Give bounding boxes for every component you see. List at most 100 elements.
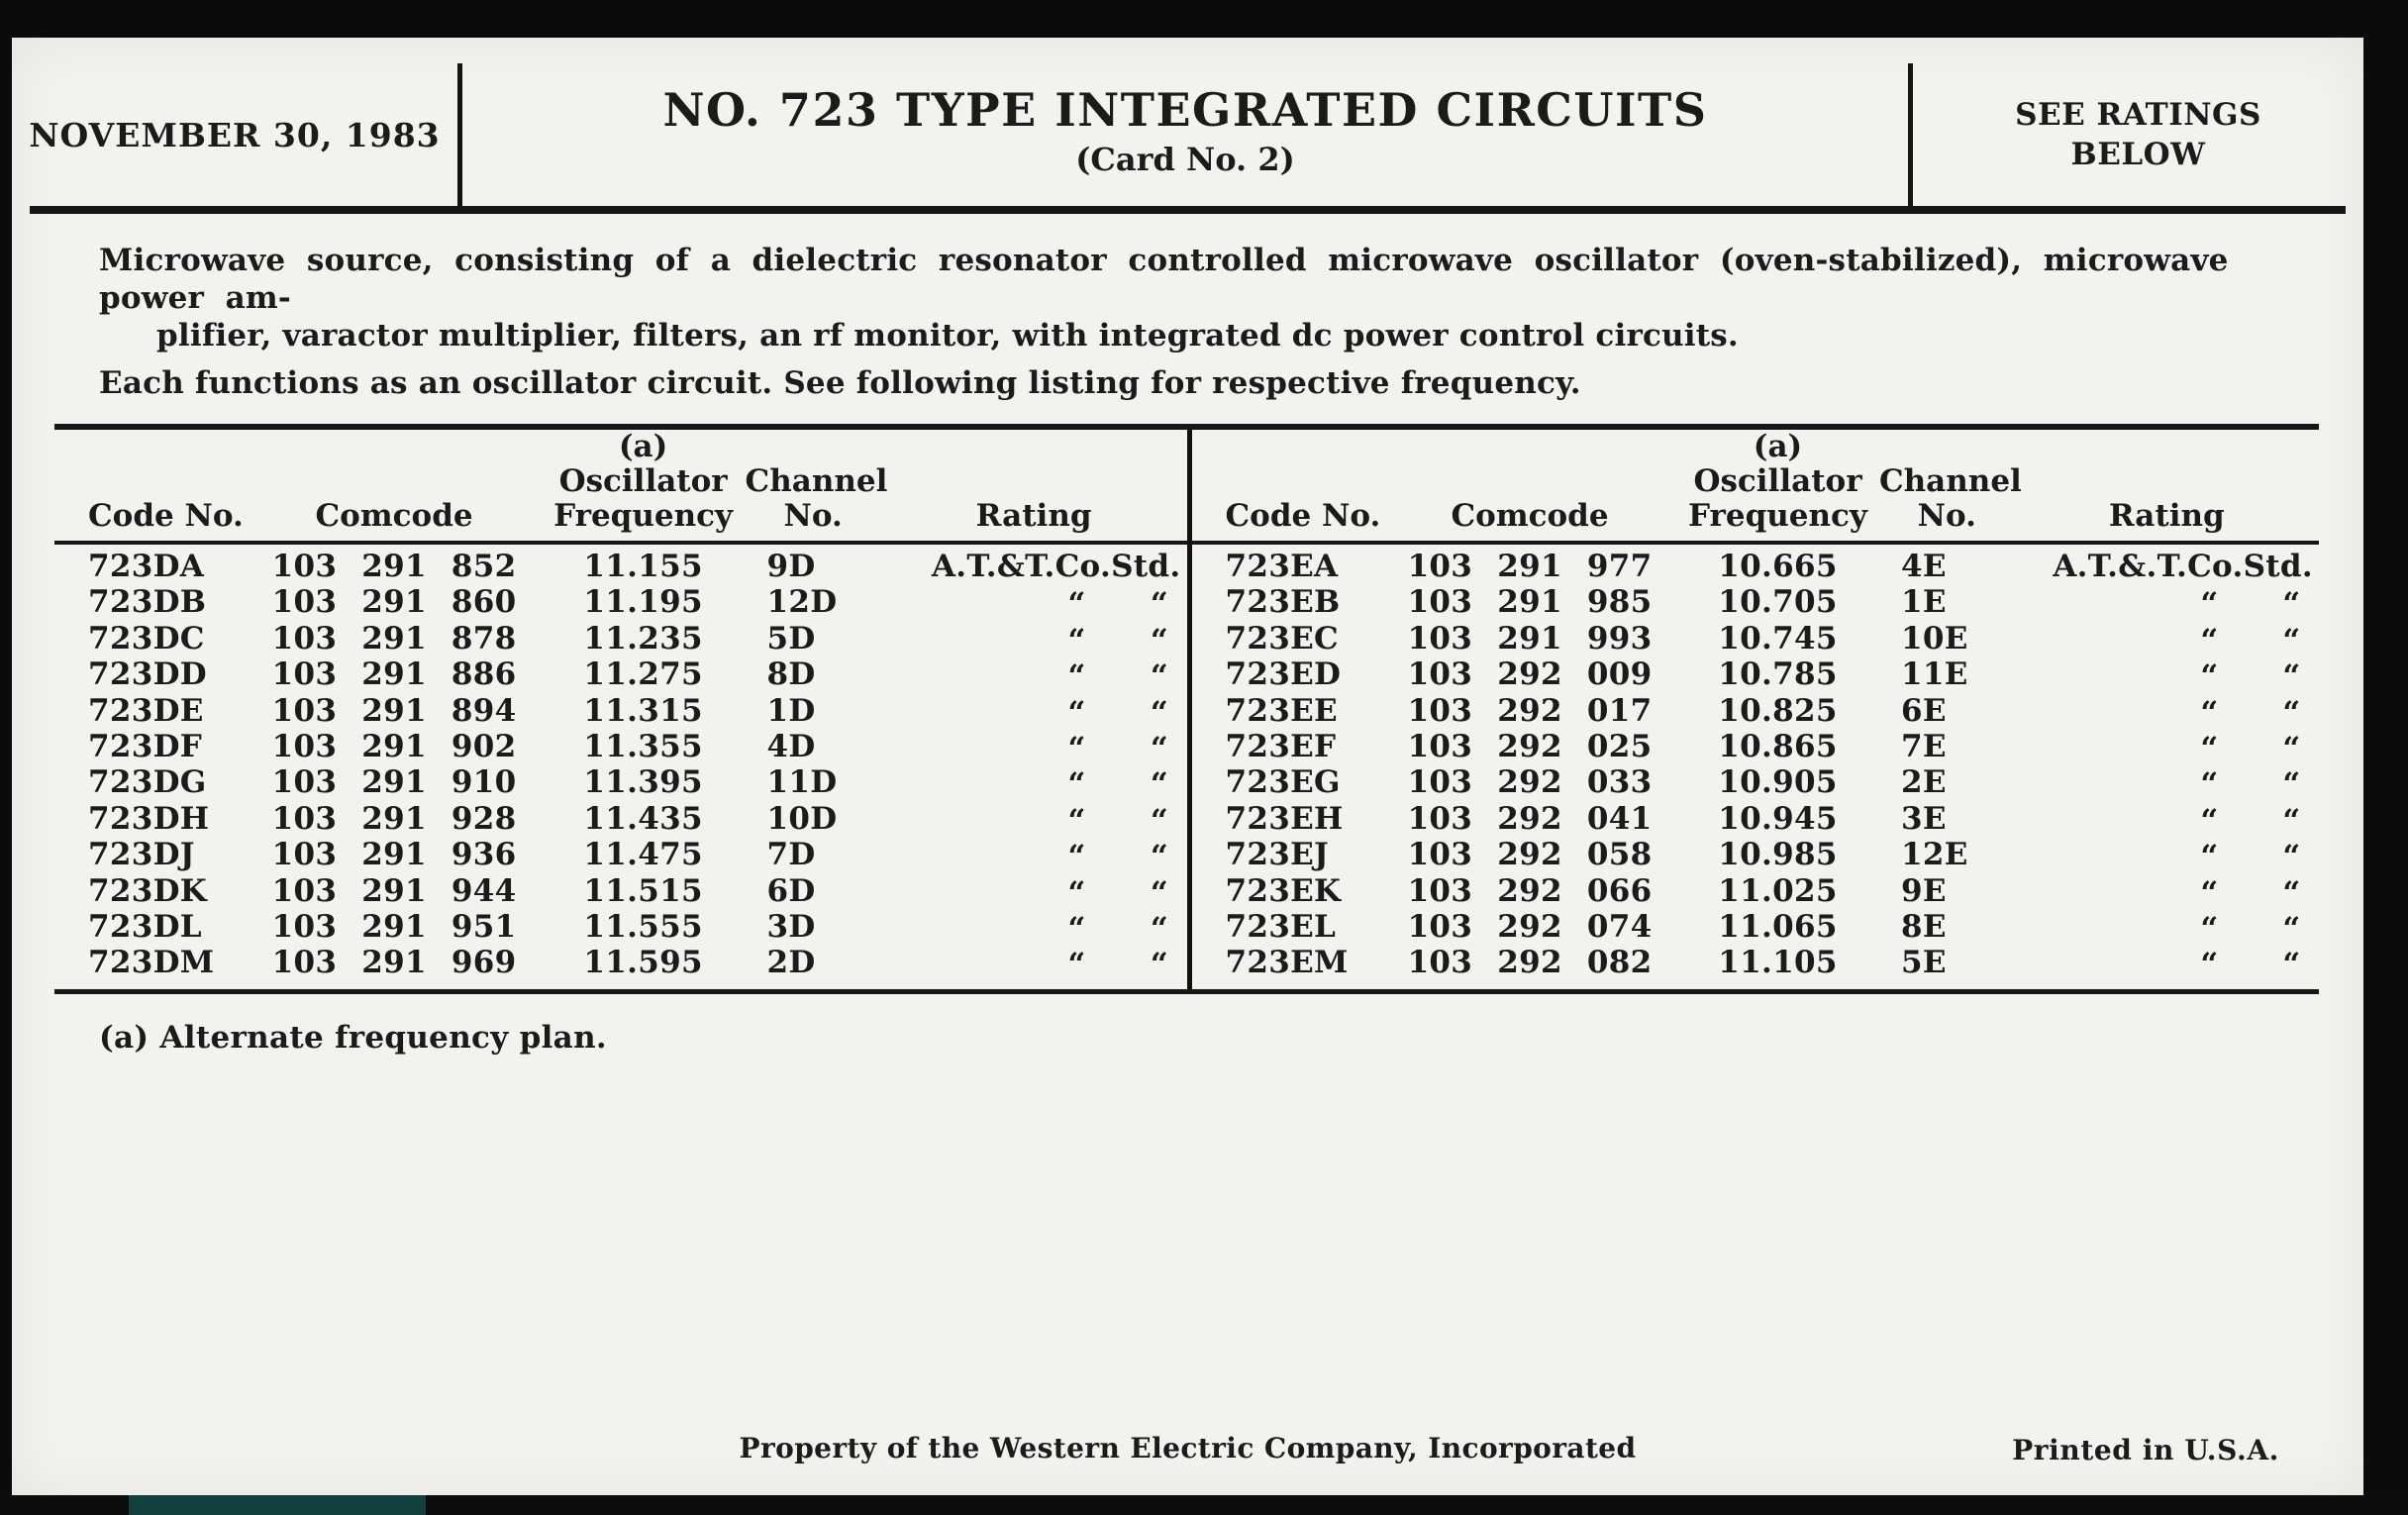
comcode-cell: 103 292 082: [1407, 945, 1653, 981]
channel-no-cell: 1E: [1900, 584, 1947, 621]
oscillator-frequency-cell: 10.945: [1718, 800, 1838, 837]
oscillator-frequency-cell: 10.705: [1718, 584, 1838, 621]
code-no-cell: 723DJ: [88, 837, 195, 873]
rating-cell: ““: [881, 621, 1187, 658]
code-no-cell: 723DH: [88, 800, 210, 837]
comcode-cell: 103 291 860: [271, 584, 517, 621]
description: Microwave source, consisting of a dielec…: [99, 242, 2269, 402]
scan-artifact: [129, 1495, 426, 1515]
ditto-mark: “: [1067, 658, 1086, 695]
comcode-cell: 103 292 041: [1407, 800, 1653, 837]
ditto-mark: “: [2200, 802, 2219, 839]
oscillator-frequency-cell: 10.665: [1718, 549, 1838, 584]
ratings-note-line2: BELOW: [2070, 137, 2206, 172]
ratings-note: SEE RATINGS BELOW: [1908, 63, 2363, 206]
footnote: (a) Alternate frequency plan.: [99, 1019, 607, 1056]
table-row: 723EK 103 292 066 11.025 9E ““: [1192, 872, 2320, 911]
channel-no-cell: 9E: [1900, 872, 1947, 909]
table-row: 723DE 103 291 894 11.315 1D ““: [54, 692, 1187, 731]
ditto-mark: “: [2200, 766, 2219, 803]
table-row: 723EA 103 291 977 10.665 4E A.T.&.T.Co.S…: [1192, 549, 2320, 584]
ditto-mark: “: [2200, 730, 2219, 766]
oscillator-frequency-cell: 10.785: [1718, 656, 1838, 693]
col-header-channel: Channel No.: [745, 463, 888, 542]
rating-cell: A.T.&T.Co.Std.: [881, 549, 1187, 584]
code-no-cell: 723EE: [1225, 692, 1338, 729]
col-header-frequency-note: (a): [618, 429, 668, 464]
col-header-channel-line1: Channel: [745, 463, 888, 499]
code-no-cell: 723DC: [88, 620, 205, 656]
oscillator-frequency-cell: 11.065: [1718, 908, 1838, 945]
rating-cell: ““: [881, 837, 1187, 875]
col-header-frequency-line2: Frequency: [1688, 498, 1867, 534]
comcode-cell: 103 291 852: [271, 549, 517, 584]
table-row: 723DJ 103 291 936 11.475 7D ““: [54, 837, 1187, 875]
code-no-cell: 723DL: [88, 908, 202, 945]
col-header-channel-line2: No.: [783, 498, 843, 534]
table-bottom-rule: [54, 988, 2319, 994]
table-right-header: Code No. Comcode (a) Oscillator Frequenc…: [1192, 430, 2320, 541]
col-header-frequency: (a) Oscillator Frequency: [1676, 430, 1879, 542]
code-no-cell: 723DF: [88, 728, 203, 764]
rating-cell: ““: [881, 945, 1187, 983]
footer-property-text: Property of the Western Electric Company…: [739, 1432, 1637, 1464]
oscillator-frequency-cell: 11.595: [583, 945, 703, 981]
ditto-mark: “: [2282, 839, 2301, 875]
comcode-cell: 103 291 910: [271, 764, 517, 801]
comcode-cell: 103 291 928: [271, 800, 517, 837]
ditto-mark: “: [2282, 622, 2301, 658]
code-no-cell: 723DB: [88, 584, 207, 621]
oscillator-frequency-cell: 11.025: [1718, 872, 1838, 909]
channel-no-cell: 8D: [766, 656, 816, 693]
ditto-mark: “: [2282, 694, 2301, 731]
ditto-mark: “: [1067, 766, 1086, 803]
ratings-note-line1: SEE RATINGS: [2015, 96, 2261, 133]
ditto-mark: “: [2200, 839, 2219, 875]
ditto-mark: “: [2200, 947, 2219, 983]
comcode-cell: 103 291 894: [271, 692, 517, 729]
rating-cell: ““: [881, 729, 1187, 766]
channel-no-cell: 4D: [766, 728, 816, 764]
ditto-mark: “: [2282, 766, 2301, 803]
code-no-cell: 723DK: [88, 872, 208, 909]
ditto-mark: “: [1150, 839, 1168, 875]
oscillator-frequency-cell: 11.475: [583, 837, 703, 873]
rating-cell: ““: [881, 584, 1187, 622]
oscillator-frequency-cell: 11.195: [583, 584, 703, 621]
description-line: Microwave source, consisting of a dielec…: [99, 243, 2229, 316]
ditto-mark: “: [2200, 910, 2219, 947]
table-row: 723EB 103 291 985 10.705 1E ““: [1192, 584, 2320, 622]
oscillator-frequency-cell: 10.985: [1718, 837, 1838, 873]
rating-cell: ““: [881, 693, 1187, 731]
header-date-cell: NOVEMBER 30, 1983: [12, 63, 462, 206]
table-row: 723DK 103 291 944 11.515 6D ““: [54, 872, 1187, 911]
code-no-cell: 723EK: [1225, 872, 1342, 909]
col-header-frequency-line1: Oscillator: [1693, 463, 1862, 499]
ditto-mark: “: [1150, 694, 1168, 731]
document-card: NOVEMBER 30, 1983 NO. 723 TYPE INTEGRATE…: [12, 38, 2363, 1497]
col-header-channel-line1: Channel: [1878, 463, 2022, 499]
card-number: (Card No. 2): [1075, 141, 1295, 178]
table-row: 723DF 103 291 902 11.355 4D ““: [54, 728, 1187, 766]
comcode-cell: 103 292 025: [1407, 728, 1653, 764]
table-row: 723DB 103 291 860 11.195 12D ““: [54, 584, 1187, 622]
col-header-comcode: Comcode: [315, 498, 473, 534]
ditto-mark: “: [2200, 694, 2219, 731]
oscillator-frequency-cell: 11.395: [583, 764, 703, 801]
ditto-mark: “: [1067, 947, 1086, 983]
oscillator-frequency-cell: 11.155: [583, 549, 703, 584]
header: NOVEMBER 30, 1983 NO. 723 TYPE INTEGRATE…: [12, 38, 2363, 206]
col-header-channel: Channel No.: [1878, 463, 2022, 542]
ditto-mark: “: [1150, 910, 1168, 947]
rating-cell: ““: [2015, 729, 2319, 766]
channel-no-cell: 10D: [766, 800, 838, 837]
table-row: 723EE 103 292 017 10.825 6E ““: [1192, 692, 2320, 731]
table-top-rule: [54, 424, 2319, 430]
channel-no-cell: 12D: [766, 584, 838, 621]
ditto-mark: “: [1150, 802, 1168, 839]
channel-no-cell: 11E: [1900, 656, 1968, 693]
ditto-mark: “: [1150, 874, 1168, 911]
ditto-mark: “: [1067, 874, 1086, 911]
rating-cell: ““: [2015, 909, 2319, 947]
rating-cell: ““: [881, 764, 1187, 803]
